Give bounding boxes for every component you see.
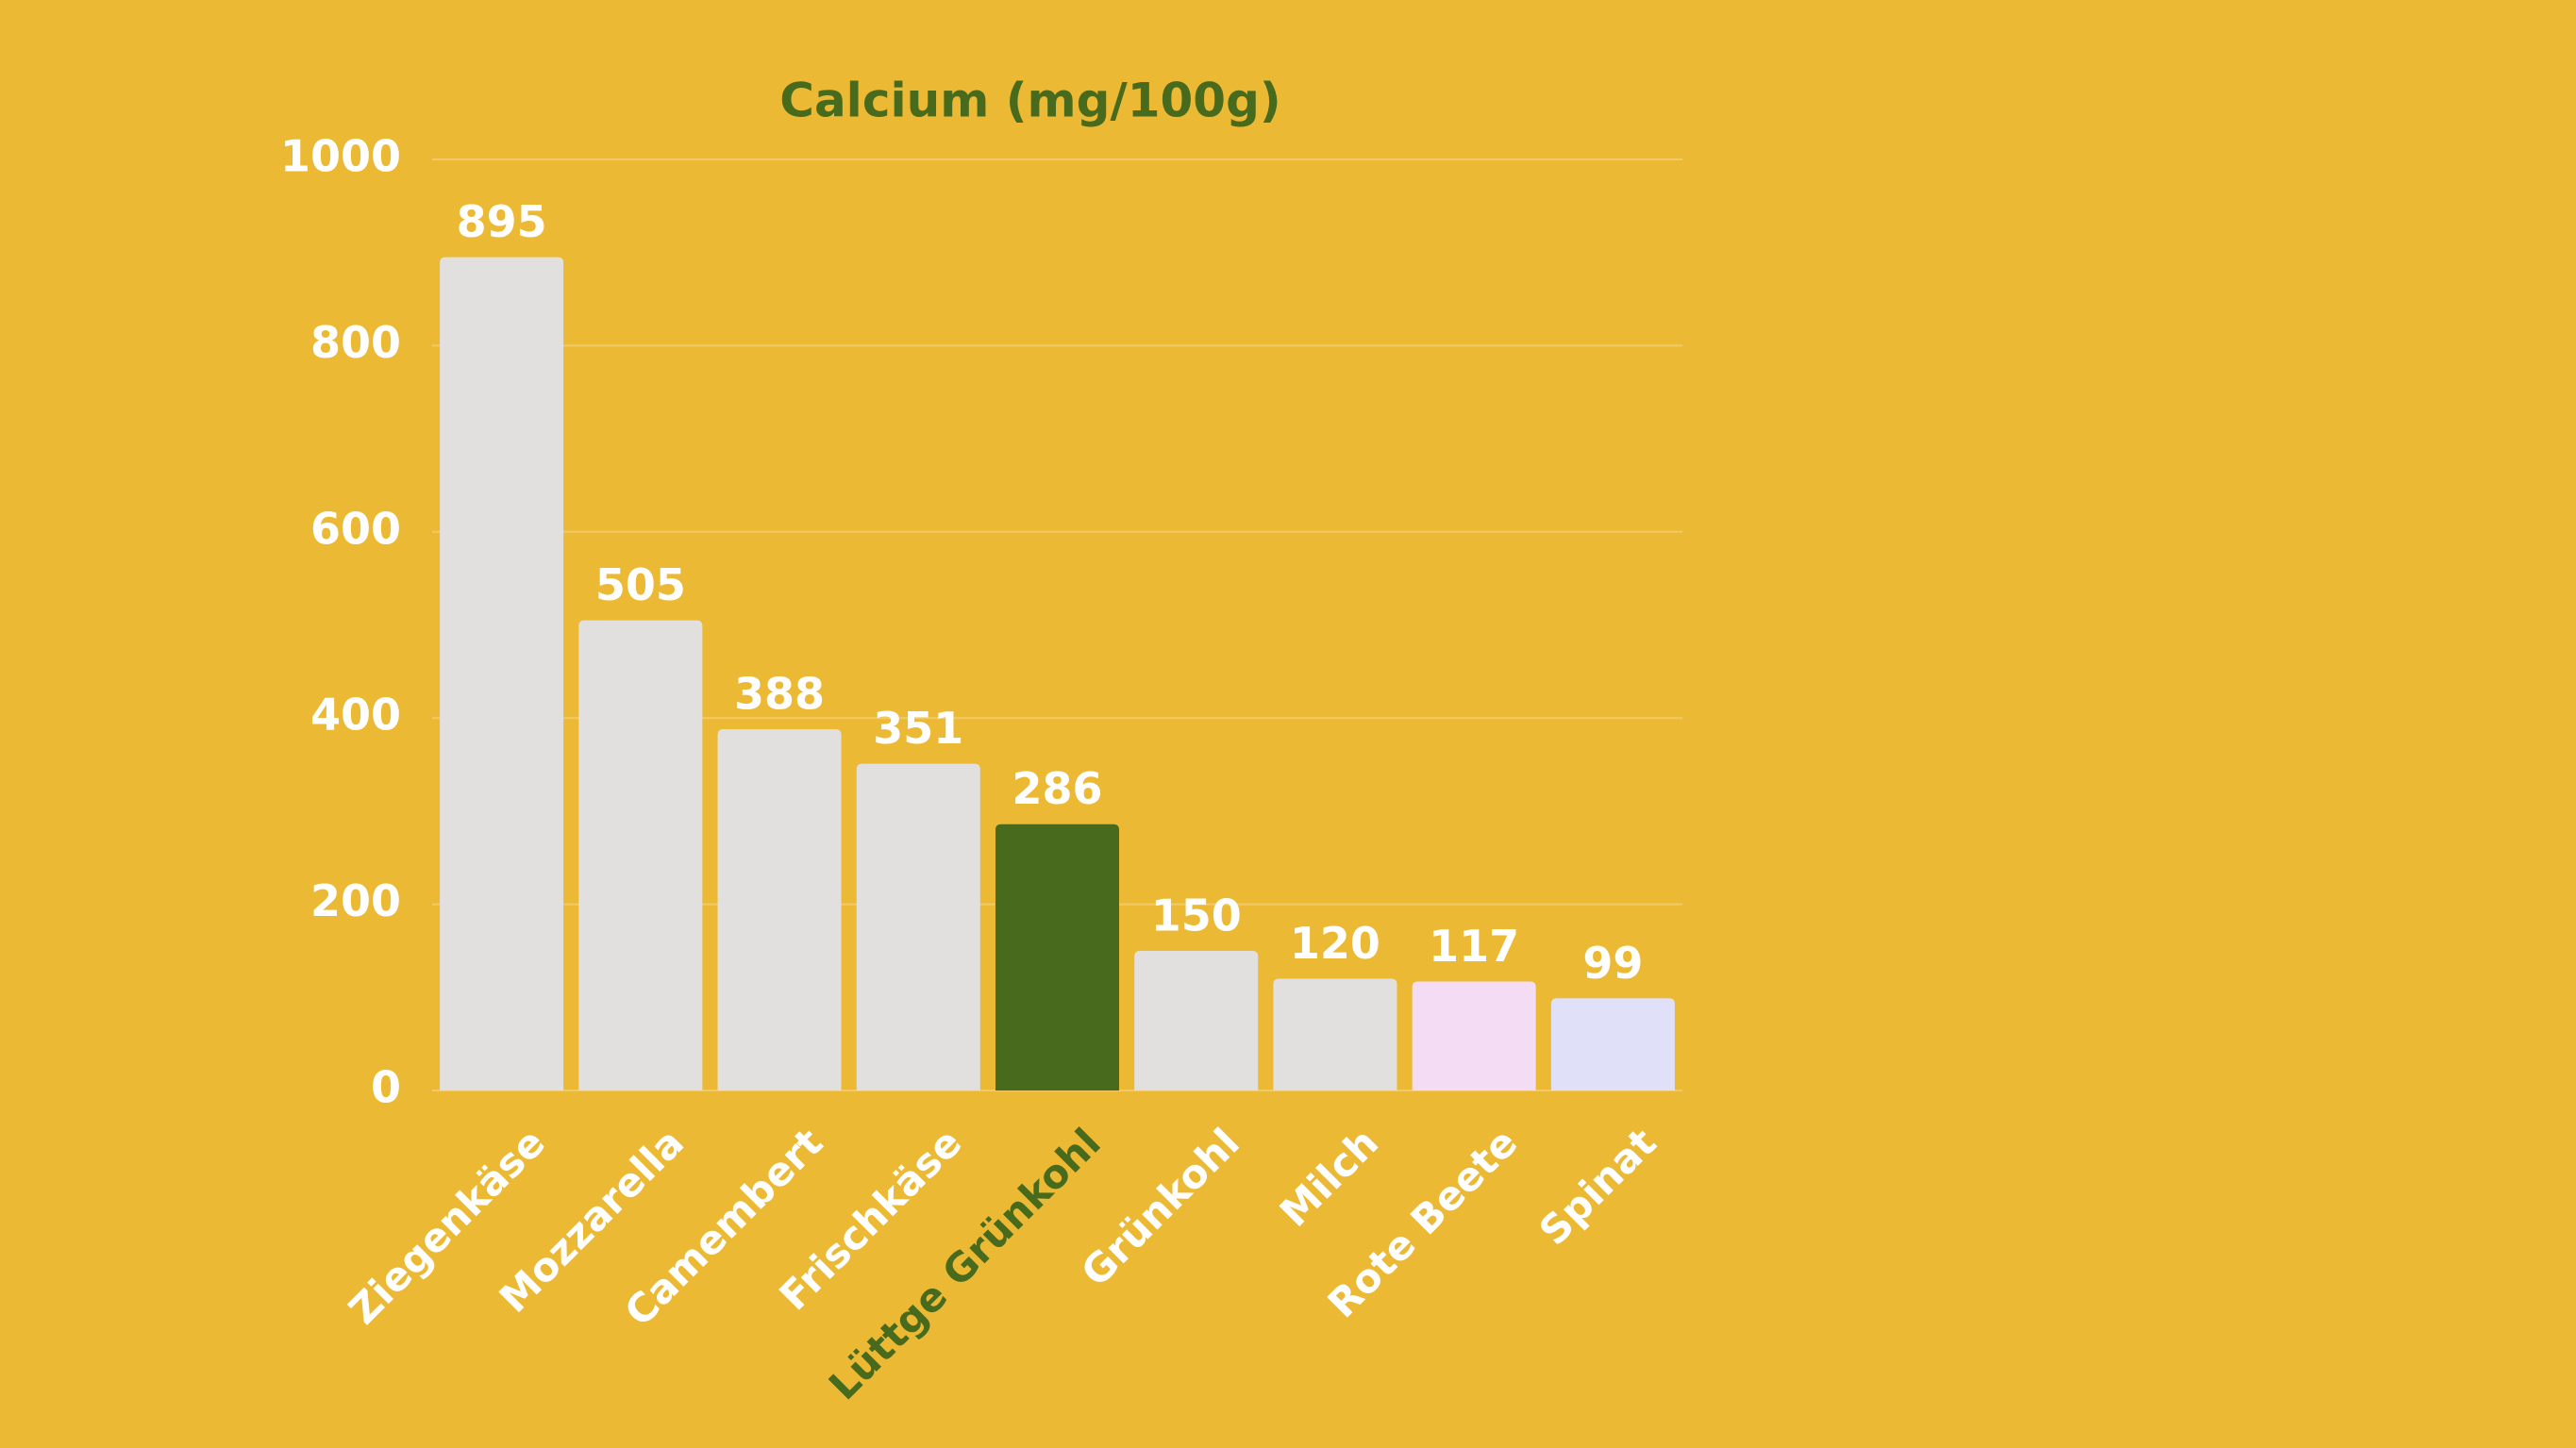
y-tick-label: 0 (371, 1062, 401, 1113)
value-label: 388 (734, 669, 825, 720)
bar (578, 620, 703, 1090)
value-label: 117 (1429, 921, 1519, 972)
bar (1412, 981, 1536, 1090)
value-label: 150 (1151, 890, 1242, 940)
chart-title: Calcium (mg/100g) (779, 74, 1280, 128)
y-tick-label: 200 (310, 875, 401, 926)
bar (717, 729, 842, 1090)
bar (440, 257, 564, 1090)
y-tick-label: 600 (310, 503, 401, 554)
bar (1134, 950, 1259, 1090)
y-tick-label: 800 (310, 317, 401, 368)
value-label: 895 (457, 196, 547, 247)
value-label: 120 (1290, 918, 1380, 969)
y-tick-label: 1000 (280, 131, 401, 182)
bar (1550, 998, 1675, 1090)
bar (1273, 978, 1397, 1090)
value-label: 286 (1012, 763, 1102, 814)
value-label: 99 (1582, 938, 1643, 989)
y-tick-label: 400 (310, 690, 401, 741)
value-label: 351 (873, 703, 963, 754)
value-label: 505 (595, 559, 686, 610)
bar (856, 763, 980, 1090)
bar (995, 824, 1120, 1090)
